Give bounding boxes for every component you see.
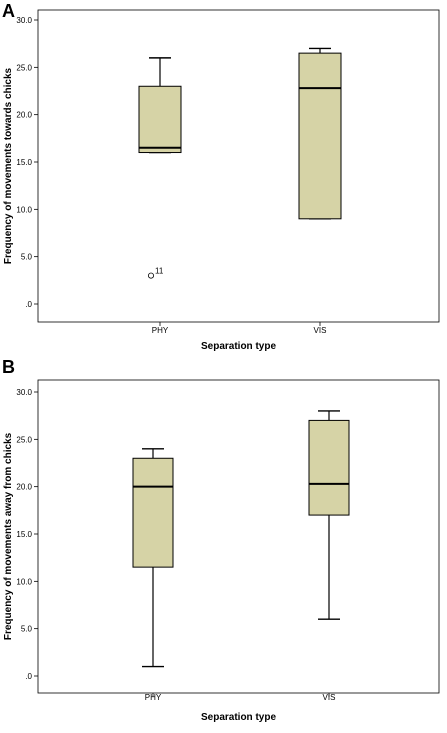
x-category-label: PHY <box>152 326 169 335</box>
outlier-point <box>147 272 154 279</box>
y-tick-label: 5.0 <box>21 253 33 262</box>
iqr-box <box>298 52 342 220</box>
box-phy <box>132 448 174 668</box>
y-tick-label: 5.0 <box>21 625 33 634</box>
chart-panel-a: A .0 5.0 10.0 15.0 20.0 25.0 30.0 PHY VIS Separati… <box>2 1 440 352</box>
y-axis-title: Frequency of movements towards chicks <box>3 67 14 264</box>
y-tick-label: 25.0 <box>16 435 32 444</box>
x-category-label: PHY <box>145 693 162 702</box>
x-category-label: VIS <box>314 326 327 335</box>
box-phy: 11 <box>138 57 182 279</box>
box-vis <box>308 410 350 620</box>
plot-frame <box>37 379 440 694</box>
chart-panel-b: B .0 5.0 10.0 15.0 20.0 25.0 30.0 PHY VIS Separati… <box>2 357 440 723</box>
y-tick-label: .0 <box>25 300 32 309</box>
y-tick-label: 15.0 <box>16 158 32 167</box>
y-tick-label: 20.0 <box>16 483 32 492</box>
y-axis-title: Frequency of movements away from chicks <box>3 432 14 640</box>
y-tick-label: 30.0 <box>16 16 32 25</box>
x-axis-title: Separation type <box>201 341 276 352</box>
y-tick-label: 25.0 <box>16 63 32 72</box>
y-tick-label: 20.0 <box>16 111 32 120</box>
iqr-box <box>138 85 182 154</box>
y-tick-label: 10.0 <box>16 577 32 586</box>
y-tick-label: 10.0 <box>16 205 32 214</box>
box-vis <box>298 47 342 220</box>
iqr-box <box>308 419 350 516</box>
y-tick-label: .0 <box>25 672 32 681</box>
y-tick-label: 15.0 <box>16 530 32 539</box>
outlier-label: 11 <box>155 267 164 276</box>
x-axis-title: Separation type <box>201 712 276 723</box>
panel-letter: A <box>2 1 15 21</box>
y-tick-label: 30.0 <box>16 388 32 397</box>
iqr-box <box>132 457 174 568</box>
panel-letter: B <box>2 357 15 377</box>
plot-frame <box>37 9 440 323</box>
x-category-label: VIS <box>323 693 336 702</box>
